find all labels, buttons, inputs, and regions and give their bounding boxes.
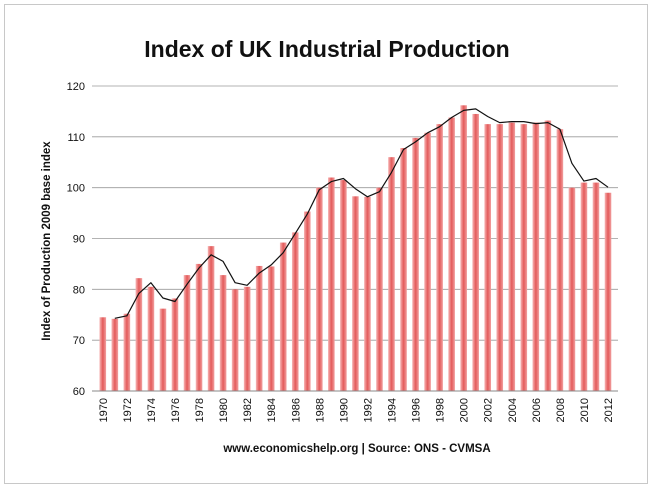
y-tick-label: 110 <box>67 132 85 144</box>
y-tick-label: 120 <box>67 81 85 93</box>
x-tick-label: 1988 <box>314 398 326 422</box>
x-tick-label: 1982 <box>242 398 254 422</box>
chart-title: Index of UK Industrial Production <box>144 36 509 62</box>
x-tick-label: 1980 <box>218 398 230 422</box>
y-tick-label: 80 <box>73 284 85 296</box>
x-tick-label: 1976 <box>170 398 182 422</box>
x-tick-label: 2002 <box>483 398 495 422</box>
x-axis-ticks: 1970 1972 1974 1976 1978 1980 1982 1984 1986 1988… <box>98 398 615 422</box>
bar-1985 <box>279 242 287 391</box>
bar-1999 <box>448 117 455 392</box>
bar-1997 <box>424 132 431 391</box>
bar-1981 <box>231 289 239 391</box>
bar-1987 <box>303 211 311 391</box>
x-tick-label: 2000 <box>459 398 471 422</box>
bar-1979 <box>207 246 215 391</box>
trend-line <box>114 108 609 319</box>
bar-1974 <box>147 286 155 391</box>
bar-2001 <box>472 113 479 391</box>
x-tick-label: 1970 <box>98 398 110 422</box>
bar-1986 <box>291 232 299 391</box>
bar-1990 <box>340 180 347 391</box>
bar-1998 <box>436 124 443 391</box>
bar-1989 <box>328 177 335 391</box>
bar-1980 <box>219 275 227 391</box>
x-tick-label: 1994 <box>387 398 399 422</box>
bar-2012 <box>604 192 612 391</box>
bar-1984 <box>267 266 275 391</box>
bar-2007 <box>544 120 552 392</box>
bar-2006 <box>532 122 540 391</box>
bar-1975 <box>159 308 167 391</box>
bar-1993 <box>376 187 383 391</box>
bar-2008 <box>556 129 564 392</box>
bar-1982 <box>243 286 251 391</box>
x-tick-label: 2012 <box>603 398 615 422</box>
grid <box>92 85 618 341</box>
x-tick-label: 1978 <box>194 398 206 422</box>
bar-2002 <box>484 124 492 391</box>
x-tick-label: 1990 <box>338 398 350 422</box>
bar-2000 <box>460 105 467 392</box>
y-tick-label: 70 <box>73 335 85 347</box>
y-axis-label: Index of Production 2009 base index <box>41 141 53 341</box>
bar-1996 <box>412 137 419 391</box>
x-tick-label: 1972 <box>122 398 134 422</box>
bar-1988 <box>316 187 323 391</box>
y-axis-ticks: 60 70 80 90 100 110 120 <box>67 81 85 398</box>
bar-1977 <box>183 275 191 391</box>
bar-2003 <box>496 124 504 391</box>
bar-1991 <box>352 196 359 391</box>
bar-1994 <box>388 157 395 391</box>
x-tick-label: 1998 <box>435 398 447 422</box>
bar-2011 <box>592 182 600 391</box>
bar-2009 <box>568 187 576 391</box>
bar-1973 <box>135 278 143 391</box>
bar-2005 <box>520 124 528 391</box>
bar-1971 <box>111 318 119 391</box>
bar-1992 <box>364 196 371 391</box>
y-tick-label: 100 <box>67 183 85 195</box>
chart-frame <box>4 4 648 484</box>
x-tick-label: 1986 <box>290 398 302 422</box>
y-tick-label: 60 <box>73 386 85 398</box>
x-tick-label: 2008 <box>555 398 567 422</box>
x-tick-label: 1974 <box>146 398 158 422</box>
bar-1983 <box>255 265 263 391</box>
bar-1972 <box>123 313 131 391</box>
bar-1978 <box>195 263 203 391</box>
x-tick-label: 2006 <box>531 398 543 422</box>
x-tick-label: 1992 <box>362 398 374 422</box>
bar-1995 <box>400 148 407 391</box>
x-tick-label: 1996 <box>411 398 423 422</box>
source-caption: www.economicshelp.org | Source: ONS - CV… <box>222 443 490 455</box>
x-tick-label: 2004 <box>507 398 519 422</box>
bars <box>99 105 612 392</box>
x-tick-label: 2010 <box>579 398 591 422</box>
bar-1976 <box>171 298 179 391</box>
bar-1970 <box>99 317 107 391</box>
x-tick-label: 1984 <box>266 398 278 422</box>
y-tick-label: 90 <box>73 234 85 246</box>
bar-2010 <box>580 182 588 391</box>
bar-2004 <box>508 122 516 391</box>
